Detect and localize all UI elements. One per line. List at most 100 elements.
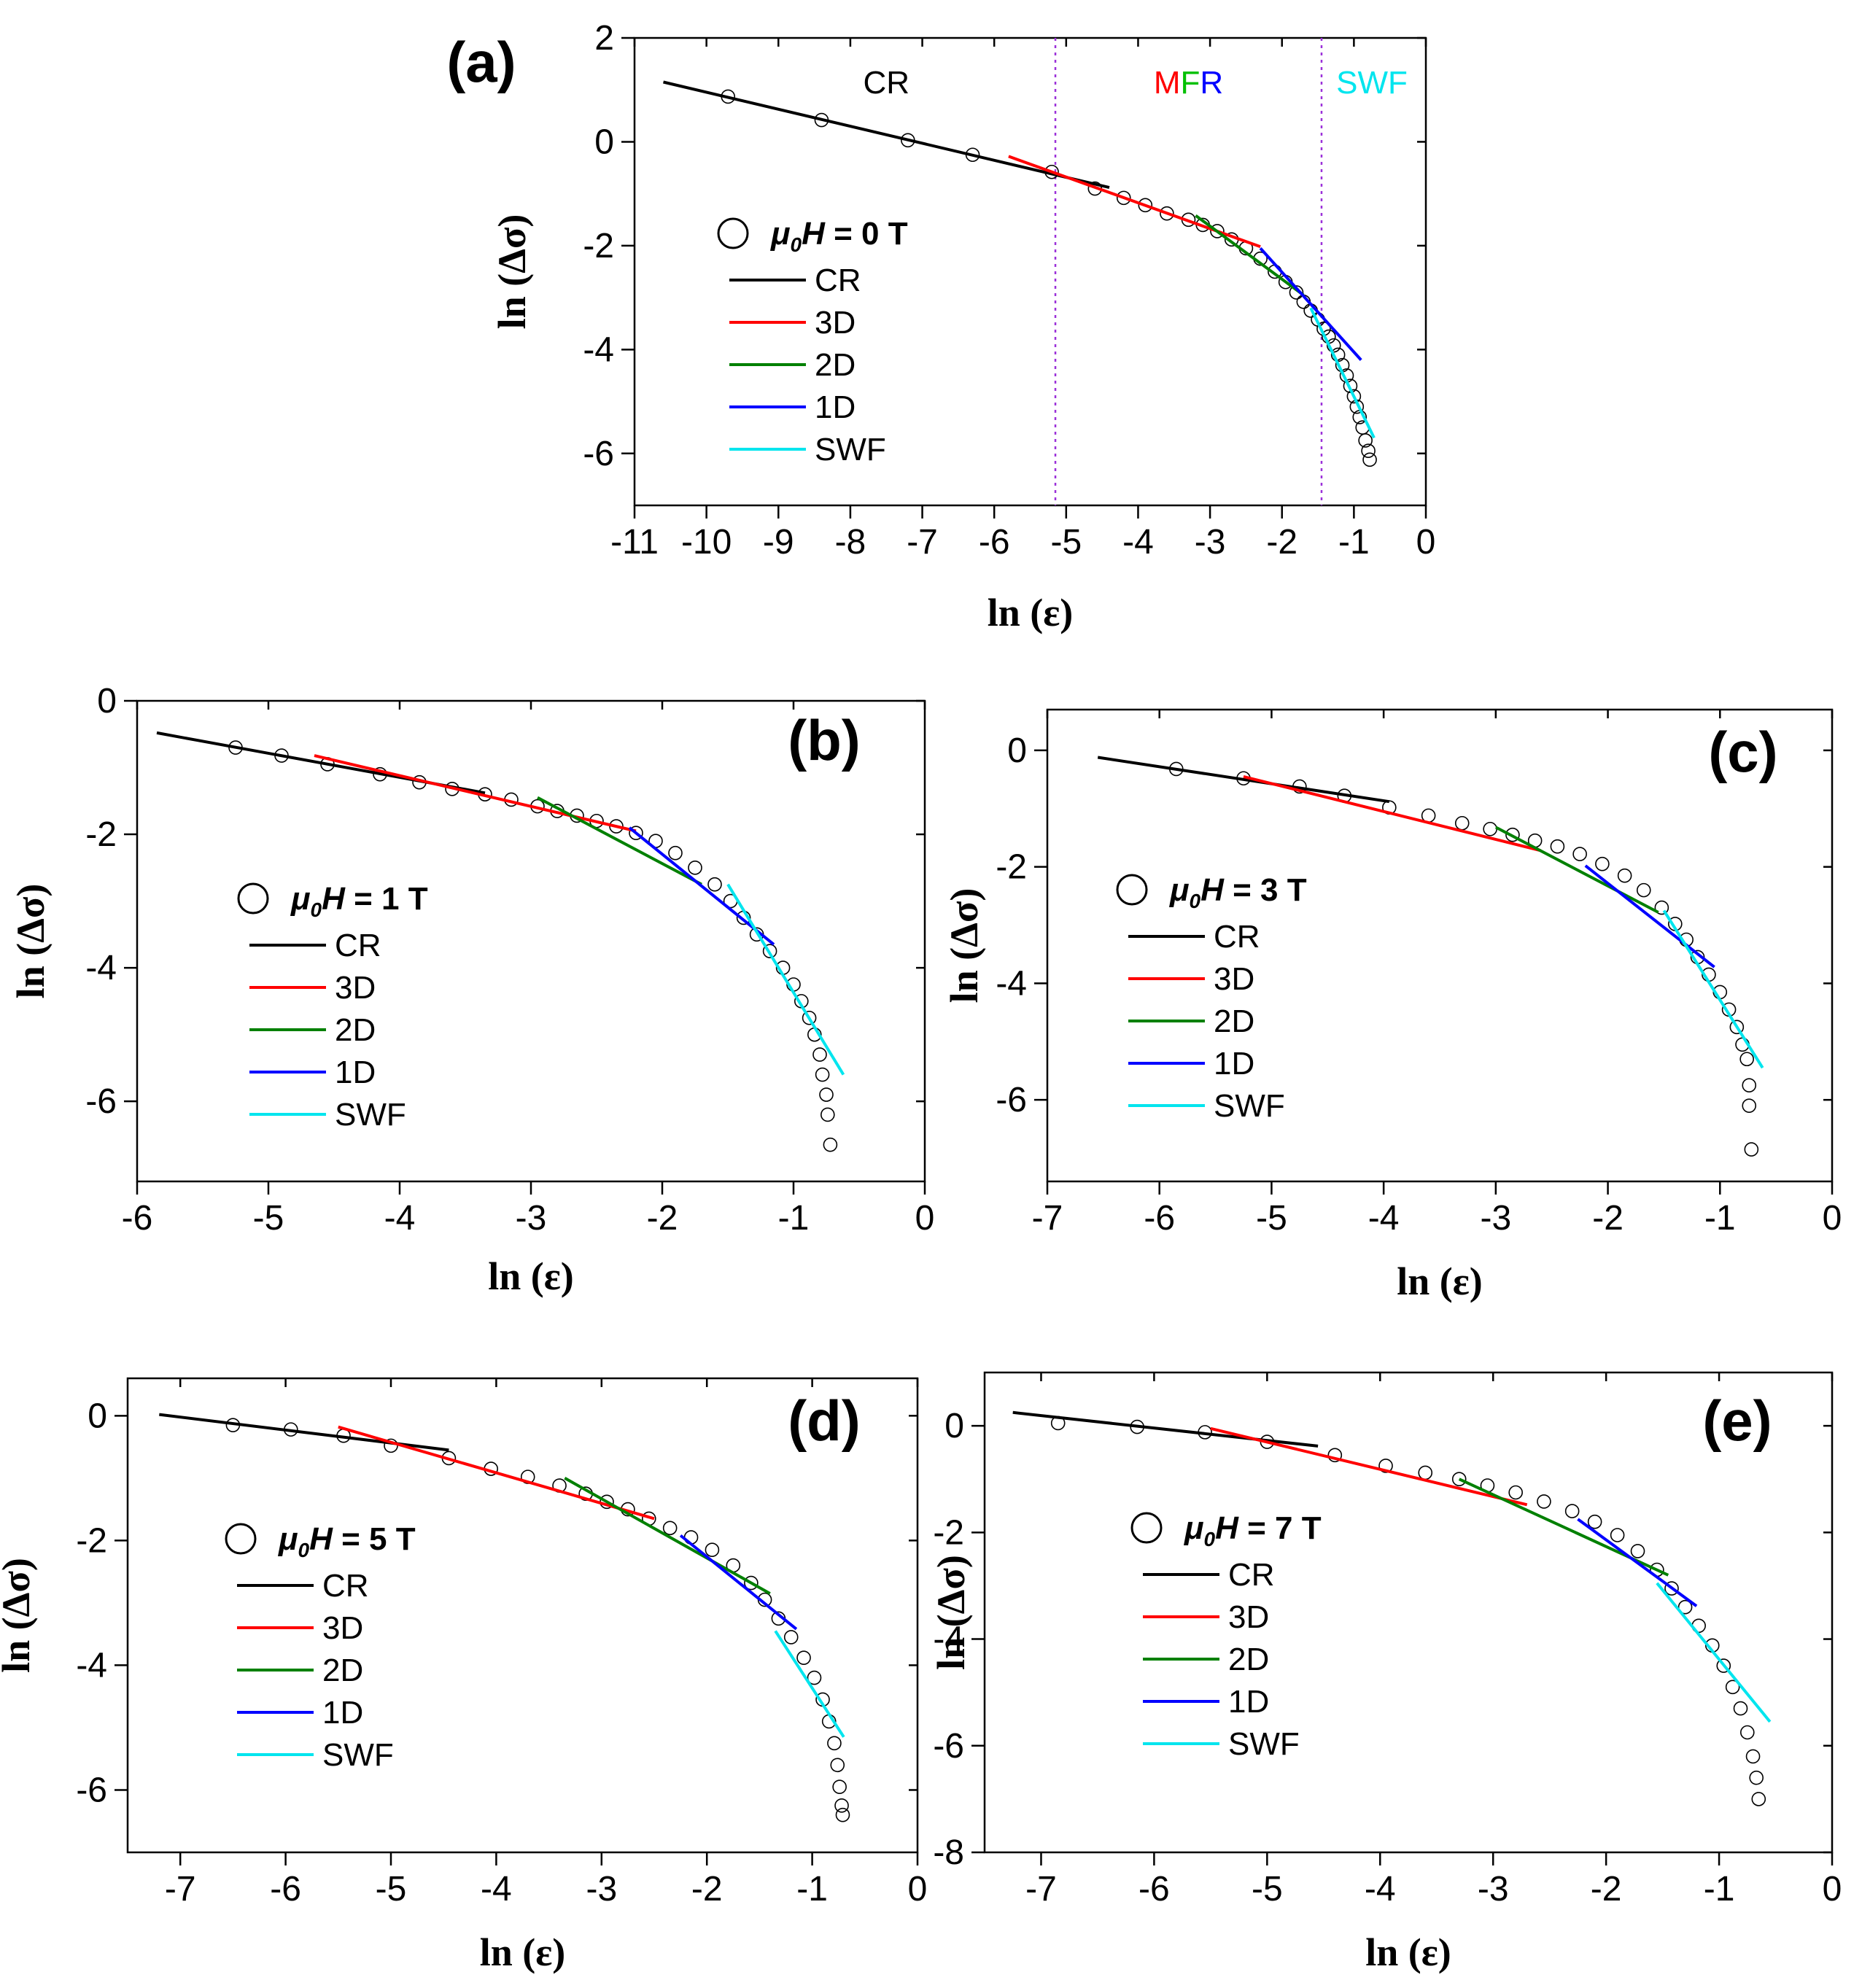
panel-a: -11 -10 -9 -8 -7 -6 -5 -4 -3 -2 -1 020-2-4-6ln (ε)l…	[446, 19, 1435, 634]
legend-label-3d: 3D	[815, 305, 856, 341]
legend: μ0H = 3 T CR 3D 2D 1D SWF	[1116, 872, 1307, 1124]
data-point	[1751, 1792, 1766, 1806]
plot-frame	[1046, 708, 1834, 1183]
fit-line-3d	[338, 1425, 655, 1521]
data-point	[1564, 1504, 1580, 1518]
x-tick-label: -9	[763, 523, 794, 562]
data-point	[744, 1575, 759, 1591]
legend-title-sub: 0	[298, 1539, 310, 1561]
region-label-cr: CR	[863, 65, 909, 101]
data-point	[1537, 1494, 1551, 1509]
data-point	[668, 845, 683, 861]
legend: μ0H = 1 T CR 3D 2D 1D SWF	[237, 881, 428, 1133]
x-tick-label: -6	[1144, 1199, 1175, 1238]
x-tick-label: -3	[516, 1199, 547, 1238]
data-point	[1716, 1658, 1731, 1673]
data-point	[1742, 1098, 1757, 1113]
legend-label-swf: SWF	[1228, 1726, 1300, 1762]
legend-title-h: H	[802, 216, 826, 252]
y-tick-label: -6	[85, 1082, 117, 1121]
legend-label-cr: CR	[815, 263, 861, 298]
legend: μ0H = 7 T CR 3D 2D 1D SWF	[1130, 1510, 1322, 1762]
fit-line-swf	[726, 883, 845, 1076]
x-tick-label: -5	[253, 1199, 284, 1238]
region-label-mfr-letter: F	[1180, 65, 1200, 101]
x-tick-label: -1	[778, 1199, 810, 1238]
x-tick-label: -10	[681, 523, 732, 562]
x-tick-label: -3	[1481, 1199, 1512, 1238]
data-point	[1508, 1485, 1523, 1500]
data-point	[1664, 1581, 1679, 1596]
fit-line-2d	[537, 796, 702, 886]
data-point	[819, 1087, 834, 1102]
data-point	[1361, 443, 1376, 459]
y-tick-label: 0	[97, 682, 117, 721]
y-tick-label: -4	[85, 949, 117, 987]
x-tick-label: -5	[376, 1870, 407, 1909]
data-point	[830, 1758, 845, 1773]
legend-title-h: H	[1215, 1510, 1239, 1546]
plot-frame	[633, 36, 1427, 507]
panel-label: (c)	[1708, 720, 1777, 784]
legend-title-value: = 0 T	[825, 216, 908, 252]
fit-line-1d	[1577, 1518, 1698, 1607]
data-point	[835, 1807, 850, 1822]
x-tick-label: -7	[907, 523, 938, 562]
x-tick-label: -6	[270, 1870, 301, 1909]
data-point	[827, 1736, 842, 1751]
legend-label-3d: 3D	[322, 1610, 363, 1646]
legend-label-1d: 1D	[322, 1695, 363, 1731]
data-point	[1610, 1528, 1625, 1542]
data-point	[1358, 433, 1373, 448]
data-point	[629, 826, 643, 841]
data-points	[225, 1418, 850, 1822]
data-point	[1595, 856, 1610, 871]
legend-label-3d: 3D	[335, 970, 376, 1006]
fit-line-1d	[679, 1534, 798, 1631]
fit-line-1d	[1259, 247, 1362, 361]
y-tick-label: -6	[583, 435, 614, 473]
data-point	[1729, 1020, 1745, 1035]
panel-label: (a)	[446, 30, 516, 94]
legend-title: μ0H = 3 T	[1168, 872, 1307, 912]
data-point	[1454, 815, 1470, 831]
region-label-mfr-letter: R	[1200, 65, 1223, 101]
plot-frame	[983, 1371, 1834, 1854]
legend-label-swf: SWF	[815, 432, 886, 467]
data-point	[802, 1010, 817, 1025]
x-tick-label: -4	[1365, 1870, 1396, 1909]
fit-line-swf	[774, 1630, 845, 1738]
fit-line-2d	[564, 1477, 771, 1595]
legend-label-2d: 2D	[335, 1012, 376, 1048]
x-tick-label: -2	[647, 1199, 678, 1238]
legend-label-cr: CR	[335, 928, 381, 963]
legend-title-value: = 7 T	[1238, 1510, 1322, 1546]
fit-line-3d	[1008, 155, 1261, 249]
fit-line-swf	[1662, 909, 1764, 1069]
panel-e: -7 -6 -5 -4 -3 -2 -1 0 0 -2 -4 -6 -8 ln (ε) ln (Δσ) (e)…	[929, 1371, 1842, 1974]
legend-marker-circle	[717, 217, 749, 249]
fit-line-cr	[663, 80, 1110, 190]
data-point	[1742, 1078, 1757, 1093]
data-point	[1343, 378, 1358, 393]
legend-title-h: H	[309, 1521, 333, 1557]
x-tick-label: 0	[1823, 1199, 1842, 1238]
data-point	[1740, 1725, 1755, 1740]
data-point	[1617, 868, 1632, 883]
data-point	[1572, 847, 1587, 861]
y-tick-label: -4	[76, 1646, 107, 1685]
legend-title-h: H	[1200, 872, 1225, 908]
data-point	[834, 1798, 849, 1813]
x-tick-label: -1	[1338, 523, 1370, 562]
data-point	[1745, 1749, 1761, 1764]
y-tick-label: -6	[933, 1727, 964, 1766]
data-point	[821, 1107, 835, 1122]
data-point	[1160, 206, 1174, 221]
x-tick-label: -3	[586, 1870, 617, 1909]
y-tick-label: -6	[996, 1081, 1027, 1119]
legend-label-3d: 3D	[1228, 1599, 1269, 1635]
legend-marker-circle	[1130, 1512, 1163, 1544]
fit-line-1d	[1584, 864, 1715, 968]
y-axis-label: ln (Δσ)	[490, 214, 534, 330]
data-point	[1418, 1465, 1433, 1480]
